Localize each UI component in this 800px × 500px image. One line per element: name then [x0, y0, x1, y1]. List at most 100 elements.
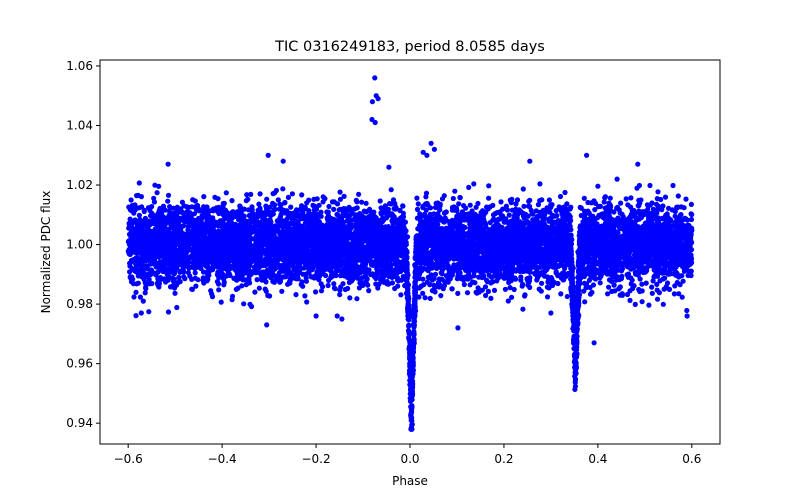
- data-point: [558, 291, 564, 297]
- data-point: [581, 195, 587, 201]
- data-point: [628, 195, 634, 201]
- data-point: [174, 304, 180, 311]
- data-point: [475, 200, 481, 207]
- data-point: [176, 274, 182, 281]
- data-point: [395, 283, 401, 289]
- data-point: [216, 287, 222, 293]
- data-point: [438, 293, 444, 299]
- data-point: [218, 299, 224, 305]
- data-point: [285, 194, 291, 200]
- data-point: [152, 182, 158, 188]
- data-point: [457, 195, 463, 201]
- data-point: [249, 206, 255, 213]
- data-point: [347, 295, 353, 301]
- data-point: [377, 198, 383, 204]
- data-point: [316, 202, 322, 208]
- data-point: [356, 191, 362, 197]
- data-point: [612, 288, 618, 294]
- data-point: [486, 183, 492, 189]
- data-point: [201, 194, 207, 200]
- data-point: [506, 212, 512, 218]
- data-point: [257, 191, 263, 197]
- data-point: [449, 207, 455, 213]
- data-point: [420, 276, 426, 282]
- data-point: [282, 274, 289, 280]
- data-point: [156, 209, 163, 215]
- data-point: [654, 196, 660, 202]
- data-point: [438, 270, 444, 276]
- data-point: [578, 205, 584, 211]
- data-point: [597, 280, 603, 286]
- data-point: [464, 290, 471, 296]
- data-point: [133, 289, 139, 295]
- data-point: [592, 207, 598, 213]
- data-point: [646, 302, 652, 308]
- data-point: [653, 201, 660, 207]
- data-point: [323, 272, 329, 279]
- data-point: [146, 309, 152, 315]
- data-point: [544, 294, 551, 300]
- data-point: [684, 307, 690, 314]
- data-point: [172, 290, 178, 296]
- data-point: [241, 301, 247, 307]
- data-point: [627, 297, 633, 303]
- data-point: [467, 202, 473, 208]
- data-point: [450, 195, 456, 202]
- data-point: [248, 191, 254, 197]
- data-point: [300, 283, 306, 289]
- data-point: [623, 196, 629, 202]
- data-point: [654, 296, 661, 302]
- data-point: [320, 194, 326, 200]
- data-point: [248, 303, 255, 310]
- data-point: [304, 299, 310, 305]
- data-point: [127, 216, 133, 222]
- data-point: [136, 180, 142, 186]
- data-point: [221, 200, 227, 206]
- data-point: [589, 289, 595, 295]
- data-point: [138, 194, 144, 200]
- data-point: [606, 284, 612, 290]
- data-point: [337, 292, 343, 298]
- data-point: [165, 309, 172, 315]
- data-point: [538, 288, 544, 294]
- data-point: [326, 203, 332, 210]
- data-point: [649, 290, 655, 296]
- data-point: [398, 292, 404, 298]
- chart-title: TIC 0316249183, period 8.0585 days: [274, 39, 545, 55]
- data-point: [432, 271, 439, 277]
- data-point: [289, 191, 295, 197]
- data-point: [564, 293, 570, 300]
- data-point: [632, 301, 638, 307]
- data-point: [482, 284, 489, 290]
- data-point: [128, 197, 134, 203]
- data-point: [535, 202, 542, 208]
- data-point: [643, 280, 649, 286]
- data-point: [471, 181, 477, 187]
- data-point: [382, 203, 388, 209]
- data-point: [427, 295, 433, 301]
- data-point: [131, 294, 137, 300]
- data-point: [634, 185, 640, 191]
- data-point: [521, 203, 527, 209]
- data-point: [264, 196, 270, 202]
- data-point: [618, 200, 624, 206]
- data-point: [282, 200, 288, 206]
- data-point: [670, 182, 676, 189]
- data-point: [304, 200, 310, 206]
- data-point: [356, 285, 362, 291]
- data-point: [149, 280, 155, 287]
- data-point: [229, 293, 236, 299]
- data-point: [302, 293, 308, 299]
- data-point: [299, 192, 305, 198]
- data-point: [133, 313, 139, 319]
- data-point: [660, 276, 666, 282]
- data-point: [245, 207, 252, 213]
- data-point: [649, 200, 655, 206]
- data-point: [223, 190, 229, 196]
- data-point: [595, 183, 601, 189]
- data-point: [363, 200, 369, 206]
- data-point: [279, 288, 285, 294]
- data-point: [134, 193, 140, 199]
- data-point: [325, 282, 331, 289]
